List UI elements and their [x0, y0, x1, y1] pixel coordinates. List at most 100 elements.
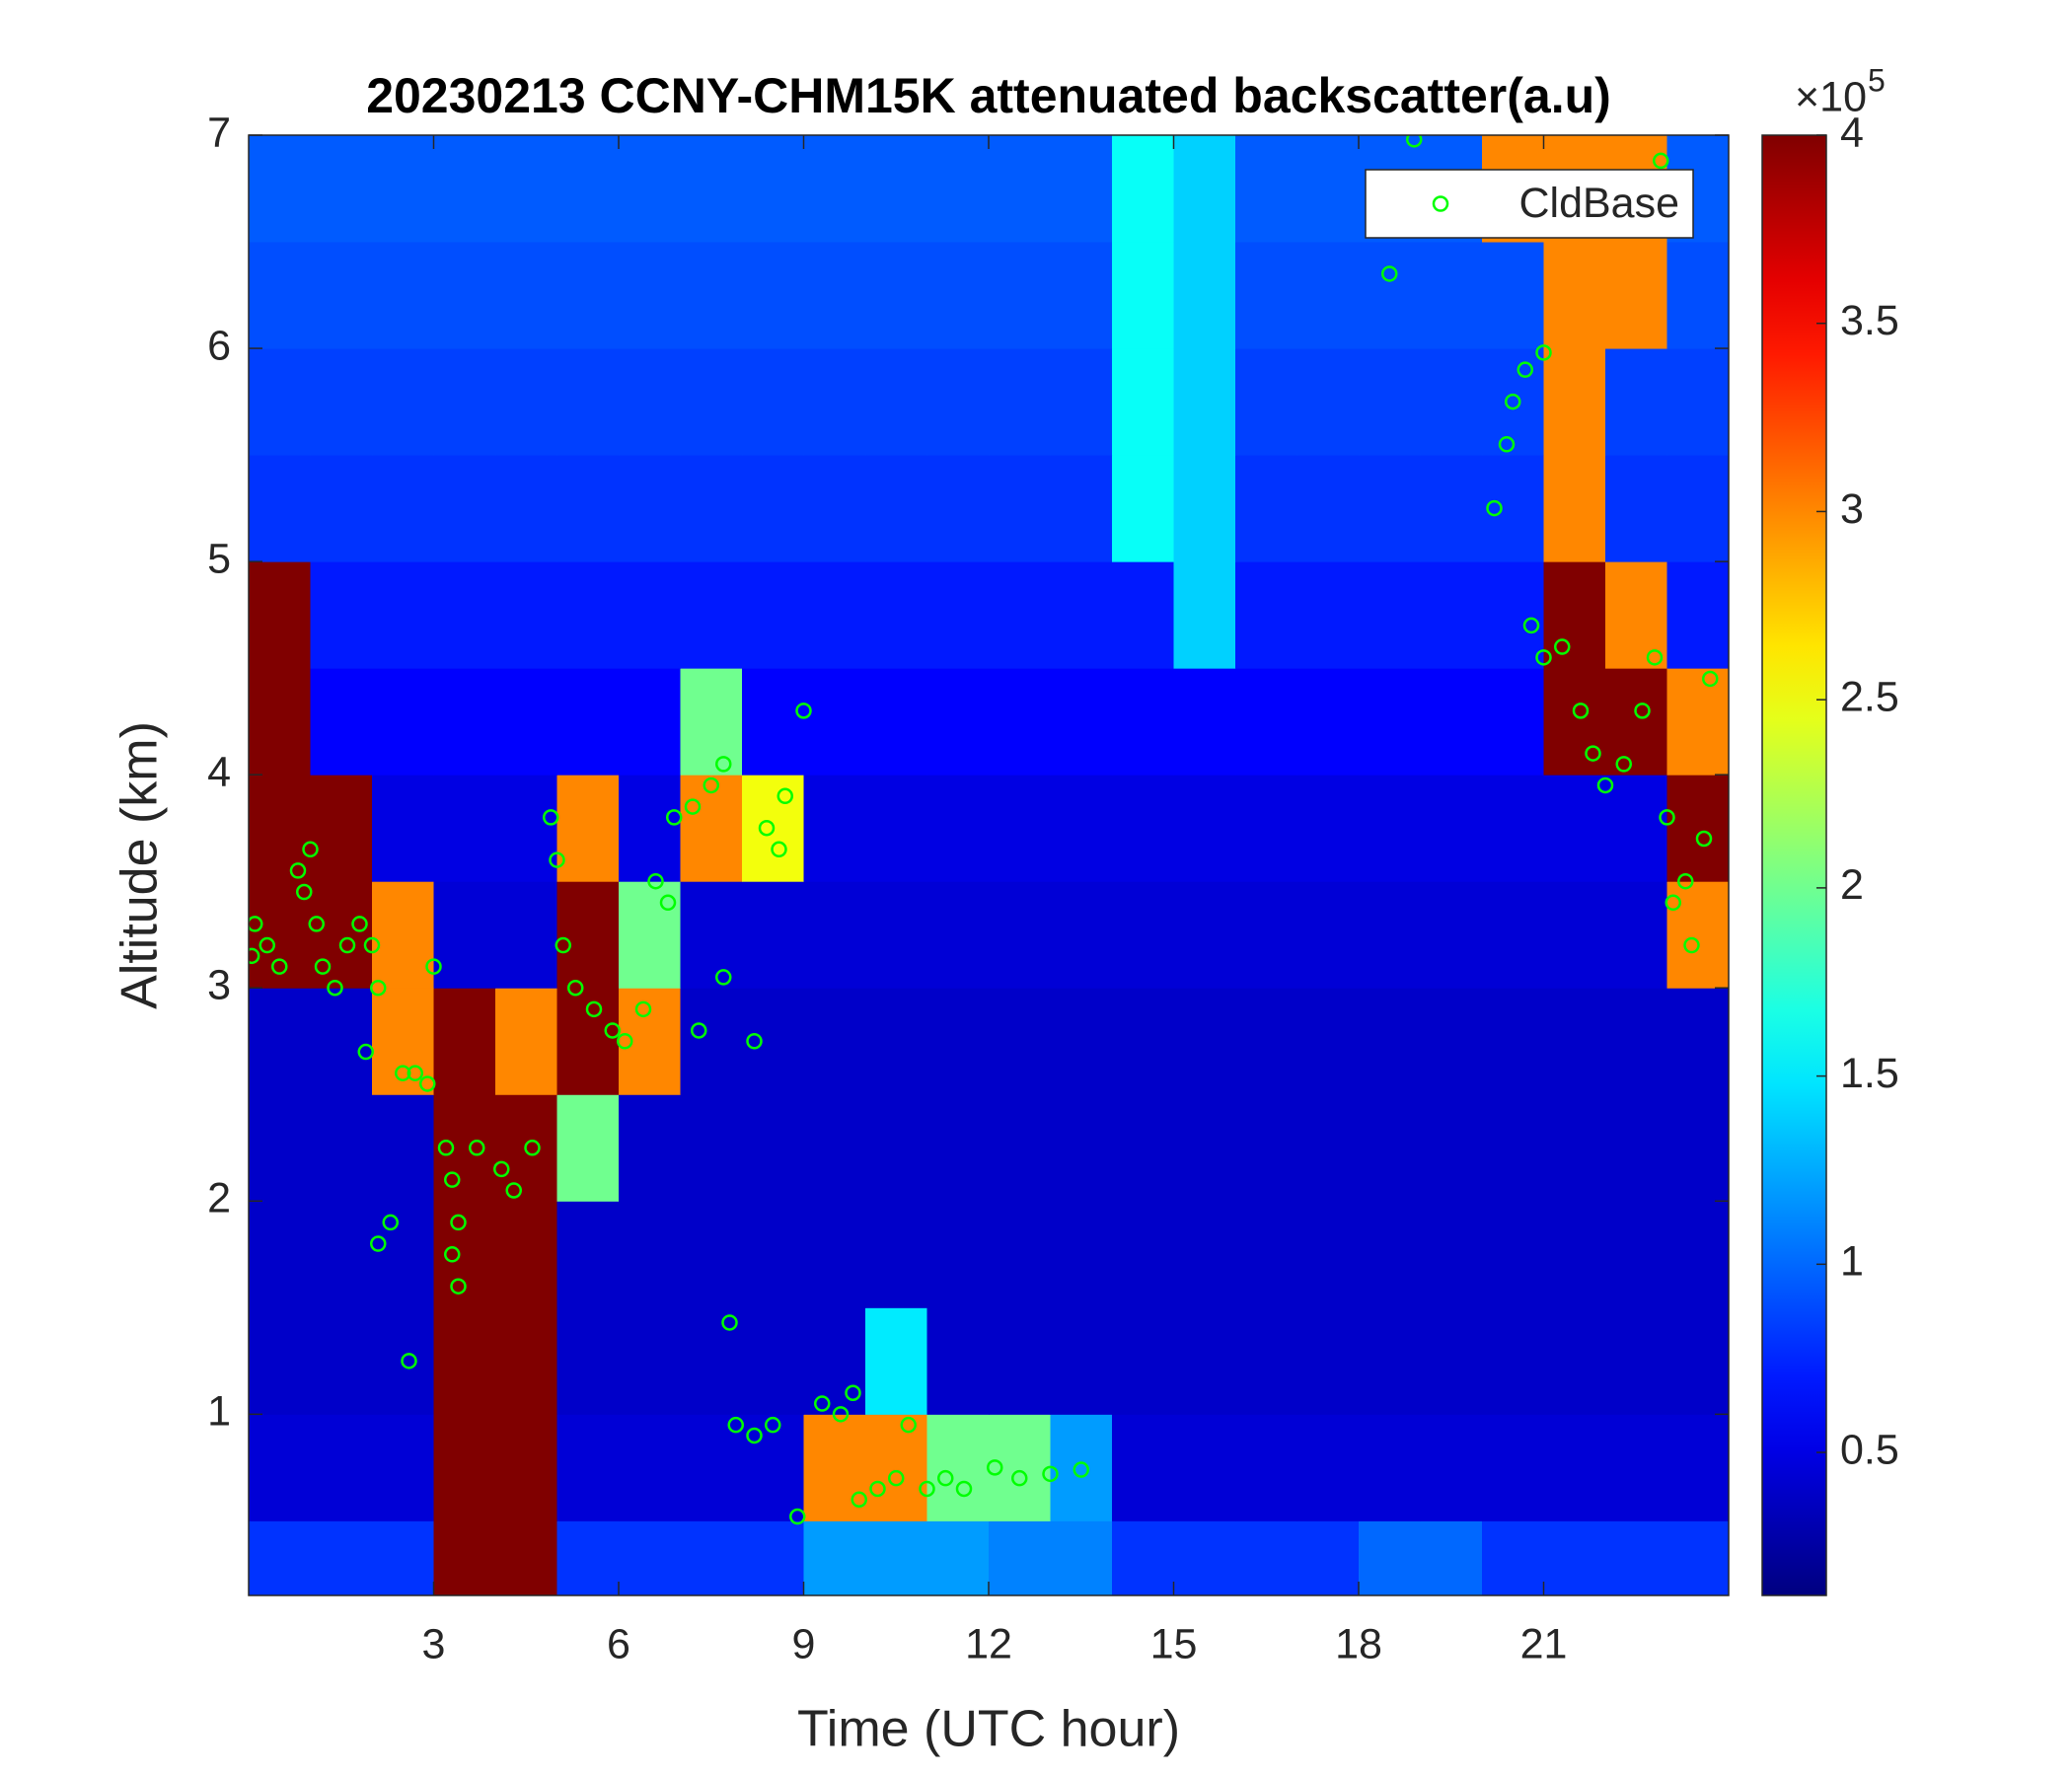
cloud-base-point	[771, 841, 787, 858]
heatmap-cell	[1482, 668, 1544, 776]
heatmap-cell	[433, 1520, 496, 1595]
cloud-base-point	[425, 958, 442, 975]
colorbar-exponent: 5	[1868, 62, 1886, 98]
heatmap-cell	[495, 775, 557, 882]
heatmap-cell	[1050, 1201, 1113, 1308]
heatmap-cell	[1605, 1414, 1667, 1521]
cloud-base-point	[634, 1000, 652, 1018]
heatmap-cell	[1543, 242, 1606, 349]
heatmap-cell	[1666, 1520, 1729, 1595]
heatmap-cell	[1235, 881, 1297, 989]
cloud-base-point	[1646, 649, 1664, 666]
heatmap-cell	[1543, 775, 1606, 882]
heatmap-cell	[865, 1201, 927, 1308]
heatmap-cell	[1482, 561, 1544, 669]
heatmap-cell	[926, 1520, 990, 1595]
heatmap-cell	[680, 242, 743, 349]
heatmap-cell	[556, 1520, 620, 1595]
heatmap-cell	[989, 881, 1051, 989]
cloud-base-point	[450, 1278, 467, 1295]
cloud-base-point	[1381, 265, 1398, 282]
heatmap-cell	[1112, 135, 1174, 243]
cloud-base-point	[549, 851, 565, 868]
heatmap-cell	[1112, 1307, 1174, 1415]
cloud-base-point	[845, 1384, 861, 1401]
heatmap-cell	[1605, 1094, 1667, 1202]
heatmap-cell	[926, 881, 990, 989]
cloud-base-point	[1522, 617, 1540, 634]
cloud-base-point	[703, 777, 719, 794]
heatmap-cell	[1050, 1094, 1113, 1202]
cloud-base-point	[1073, 1461, 1089, 1478]
heatmap-cell	[372, 348, 434, 456]
cloud-base-point	[1677, 872, 1694, 890]
heatmap-cell	[680, 1094, 743, 1202]
heatmap-cell	[249, 1307, 311, 1415]
heatmap-cell	[1482, 1307, 1544, 1415]
cloud-base-point	[1596, 777, 1614, 794]
heatmap-cell	[803, 1520, 866, 1595]
heatmap-cell	[803, 988, 866, 1095]
heatmap-cell	[926, 775, 990, 882]
cloud-base-point	[271, 958, 288, 975]
cloud-base-point	[1695, 830, 1713, 848]
heatmap-cell	[433, 1094, 496, 1202]
heatmap-cell	[1543, 561, 1606, 669]
cloud-base-point	[1535, 344, 1552, 361]
cloud-base-point	[647, 872, 664, 890]
heatmap-cell	[249, 242, 311, 349]
heatmap-cell	[680, 1307, 743, 1415]
heatmap-cell	[742, 455, 804, 562]
heatmap-cell	[372, 242, 434, 349]
heatmap-cell	[1296, 988, 1360, 1095]
heatmap-cell	[926, 1307, 990, 1415]
cloud-base-point	[1505, 393, 1521, 410]
x-tick-label: 9	[792, 1620, 816, 1667]
heatmap-cell	[433, 242, 496, 349]
cloud-base-point	[888, 1469, 905, 1487]
heatmap-cell	[619, 135, 681, 243]
heatmap-cell	[433, 455, 496, 562]
heatmap-cell	[619, 348, 681, 456]
heatmap-cell	[372, 881, 434, 989]
heatmap-cell	[865, 135, 927, 243]
heatmap-cell	[1482, 1094, 1544, 1202]
heatmap-cell	[619, 1201, 681, 1308]
heatmap-cell	[926, 348, 990, 456]
heatmap-cell	[619, 1520, 681, 1595]
x-tick-label: 15	[1150, 1620, 1198, 1667]
heatmap-cell	[803, 668, 866, 776]
heatmap-cell	[495, 988, 557, 1095]
cloud-base-point	[765, 1416, 781, 1434]
x-tick-label: 12	[965, 1620, 1012, 1667]
heatmap-cell	[619, 988, 681, 1095]
heatmap	[249, 135, 1729, 1595]
heatmap-cell	[680, 988, 743, 1095]
heatmap-cell	[1666, 1094, 1729, 1202]
heatmap-cell	[1605, 242, 1667, 349]
cloud-base-point	[721, 1314, 738, 1331]
heatmap-cell	[865, 1520, 927, 1595]
cloud-base-point	[1406, 135, 1423, 148]
heatmap-cell	[433, 135, 496, 243]
heatmap-cell	[310, 561, 373, 669]
heatmap-cell	[1666, 561, 1729, 669]
heatmap-cell	[1296, 561, 1360, 669]
heatmap-cell	[1543, 455, 1606, 562]
heatmap-cell	[1666, 455, 1729, 562]
heatmap-cell	[926, 668, 990, 776]
heatmap-cell	[742, 1520, 804, 1595]
cloud-base-point	[1683, 936, 1700, 954]
heatmap-cell	[1666, 242, 1729, 349]
heatmap-cell	[1296, 1414, 1360, 1521]
heatmap-cell	[495, 455, 557, 562]
heatmap-cell	[249, 455, 311, 562]
heatmap-cell	[865, 1414, 927, 1521]
cloud-base-point	[1659, 809, 1675, 826]
heatmap-cell	[742, 881, 804, 989]
heatmap-cell	[1543, 1201, 1606, 1308]
heatmap-cell	[1482, 455, 1544, 562]
cloud-base-point	[691, 1022, 707, 1039]
heatmap-cell	[1296, 1094, 1360, 1202]
heatmap-cell	[680, 881, 743, 989]
